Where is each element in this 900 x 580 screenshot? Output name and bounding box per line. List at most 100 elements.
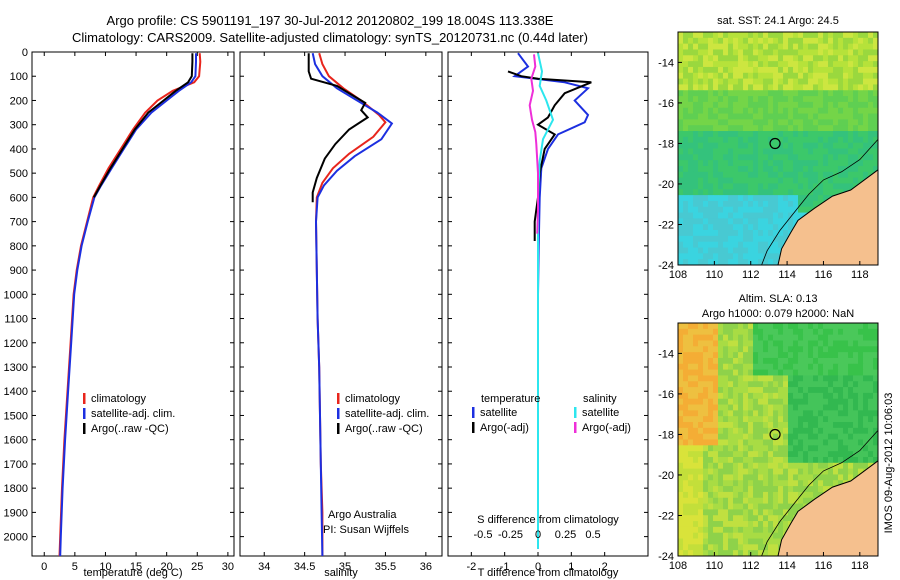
map-cell — [688, 515, 694, 522]
map-cell — [738, 49, 744, 56]
map-cell — [708, 154, 714, 161]
map-cell — [868, 154, 874, 161]
map-cell — [808, 165, 814, 173]
map-cell — [823, 37, 829, 45]
map-cell — [728, 142, 734, 150]
map-cell — [678, 96, 684, 103]
map-cell — [753, 37, 759, 45]
map-cell — [813, 101, 819, 109]
map-cell — [768, 381, 774, 388]
map-cell — [843, 177, 849, 184]
map-cell — [823, 387, 829, 394]
map-cell — [708, 369, 714, 376]
map-cell — [768, 189, 774, 196]
map-cell — [798, 503, 804, 510]
map-cell — [818, 398, 824, 406]
map-cell — [783, 200, 789, 208]
map-cell — [773, 346, 779, 353]
map-cell — [678, 550, 684, 557]
map-cell — [713, 439, 719, 446]
map-cell — [713, 491, 719, 499]
map-cell — [748, 456, 754, 464]
map-cell — [813, 433, 819, 441]
map-cell — [778, 107, 784, 115]
map-cell — [803, 398, 809, 406]
map-cell — [848, 125, 854, 132]
x-tick-label: 116 — [815, 560, 833, 572]
map-cell — [863, 416, 869, 423]
map-cell — [828, 125, 834, 132]
map-cell — [788, 218, 794, 225]
map-cell — [723, 189, 729, 196]
map-cell — [838, 101, 844, 109]
map-cell — [818, 334, 824, 341]
map-cell — [808, 491, 814, 499]
argo-location-marker — [769, 428, 781, 441]
map-cell — [738, 550, 744, 557]
map-cell — [808, 451, 814, 458]
map-cell — [758, 381, 764, 388]
map-cell — [718, 43, 724, 50]
map-cell — [848, 445, 854, 452]
map-cell — [713, 323, 719, 330]
map-cell — [793, 375, 799, 382]
map-cell — [783, 113, 789, 120]
map-cell — [693, 84, 699, 91]
map-cell — [723, 328, 729, 336]
map-cell — [728, 538, 734, 545]
map-cell — [703, 101, 709, 109]
map-cell — [873, 392, 879, 400]
map-cell — [858, 422, 864, 429]
map-cell — [873, 72, 879, 80]
map-cell — [853, 416, 859, 423]
map-cell — [683, 200, 689, 208]
map-cell — [738, 66, 744, 74]
map-cell — [703, 550, 709, 557]
map-cell — [783, 387, 789, 394]
map-cell — [708, 183, 714, 190]
map-cell — [678, 410, 684, 417]
map-cell — [753, 480, 759, 487]
map-cell — [778, 200, 784, 208]
map-cell — [683, 369, 689, 376]
map-cell — [738, 200, 744, 208]
map-cell — [808, 125, 814, 132]
map-cell — [698, 224, 704, 231]
map-cell — [698, 375, 704, 382]
map-cell — [693, 55, 699, 62]
map-cell — [688, 392, 694, 400]
map-cell — [803, 84, 809, 91]
map-cell — [818, 160, 824, 167]
map-cell — [813, 84, 819, 91]
map-cell — [858, 456, 864, 464]
map-cell — [758, 491, 764, 499]
map-cell — [703, 259, 709, 266]
map-cell — [733, 357, 739, 365]
map-cell — [803, 497, 809, 505]
map-cell — [793, 439, 799, 446]
map-cell — [703, 451, 709, 458]
map-cell — [868, 357, 874, 365]
map-cell — [738, 328, 744, 336]
map-cell — [873, 49, 879, 56]
map-cell — [773, 247, 779, 254]
map-cell — [728, 468, 734, 475]
x-tick-label: 110 — [706, 269, 724, 281]
map-cell — [818, 357, 824, 365]
map-cell — [733, 381, 739, 388]
map-cell — [768, 422, 774, 429]
map-cell — [843, 451, 849, 458]
map-cell — [743, 183, 749, 190]
map-cell — [783, 375, 789, 382]
map-cell — [698, 398, 704, 406]
map-cell — [723, 404, 729, 411]
map-cell — [693, 171, 699, 179]
map-cell — [828, 427, 834, 435]
map-cell — [783, 177, 789, 184]
map-cell — [793, 61, 799, 68]
map-cell — [793, 206, 799, 214]
map-cell — [803, 125, 809, 132]
map-cell — [688, 375, 694, 382]
map-cell — [748, 195, 754, 202]
map-cell — [813, 125, 819, 132]
